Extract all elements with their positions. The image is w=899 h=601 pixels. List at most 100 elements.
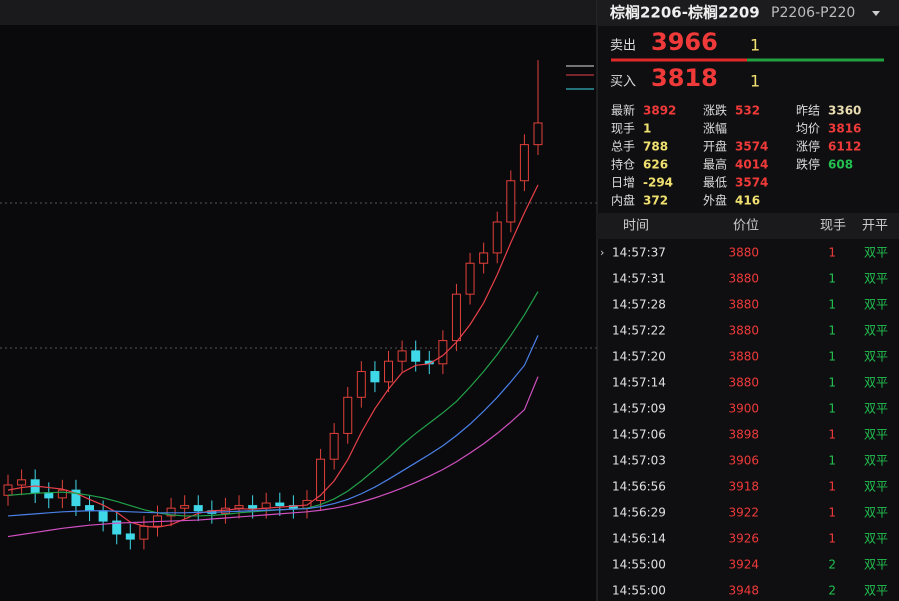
candle-body bbox=[234, 505, 244, 509]
contract-code: P2206-P220 bbox=[771, 5, 855, 21]
candle-body bbox=[316, 458, 326, 501]
stat-label: 开盘 bbox=[703, 139, 727, 154]
column-header: 开平 bbox=[862, 219, 888, 234]
trade-type: 双平 bbox=[864, 324, 888, 338]
candle-body bbox=[3, 484, 13, 496]
ma-line bbox=[7, 335, 539, 517]
trade-type: 双平 bbox=[864, 402, 888, 416]
trade-time: 14:56:14 bbox=[612, 532, 666, 546]
stat-value: -294 bbox=[643, 176, 673, 190]
bid-label: 买入 bbox=[610, 75, 636, 90]
trade-time: 14:57:06 bbox=[612, 428, 666, 442]
trade-type: 双平 bbox=[864, 350, 888, 364]
trade-volume: 1 bbox=[828, 350, 836, 364]
candle-chart bbox=[3, 60, 543, 550]
trade-type: 双平 bbox=[864, 480, 888, 494]
trade-type: 双平 bbox=[864, 584, 888, 598]
candle-body bbox=[17, 479, 27, 486]
trade-volume: 1 bbox=[828, 324, 836, 338]
stat-value: 608 bbox=[828, 158, 853, 172]
trade-price: 3906 bbox=[728, 454, 759, 468]
candle-body bbox=[44, 492, 54, 499]
column-header: 时间 bbox=[623, 219, 649, 234]
trade-volume: 2 bbox=[828, 558, 836, 572]
candle-body bbox=[85, 505, 95, 512]
candle-body bbox=[71, 489, 81, 507]
ask-label: 卖出 bbox=[610, 39, 636, 54]
trade-price: 3918 bbox=[728, 480, 759, 494]
trade-price: 3880 bbox=[728, 246, 759, 260]
candle-body bbox=[479, 252, 489, 264]
trade-price: 3880 bbox=[728, 298, 759, 312]
candle-body bbox=[57, 489, 67, 499]
trade-time: 14:57:20 bbox=[612, 350, 666, 364]
trade-time: 14:57:03 bbox=[612, 454, 666, 468]
candle-body bbox=[112, 520, 122, 535]
stat-label: 均价 bbox=[796, 122, 820, 136]
trade-volume: 1 bbox=[828, 428, 836, 442]
trade-time: 14:57:31 bbox=[612, 272, 666, 286]
stat-value: 372 bbox=[643, 194, 668, 208]
trade-time: 14:57:14 bbox=[612, 376, 666, 390]
candle-body bbox=[519, 144, 529, 182]
stat-value: 788 bbox=[643, 140, 668, 154]
trade-volume: 1 bbox=[828, 506, 836, 520]
trade-volume: 1 bbox=[828, 376, 836, 390]
panel-header[interactable] bbox=[597, 0, 899, 26]
ask-volume: 1 bbox=[750, 36, 760, 55]
stats: 最新 3892 涨跌 532 昨结 3360 现手 1 涨幅 均价 3816 总手 788 开盘 3574 涨… bbox=[611, 103, 861, 208]
stat-value: 3574 bbox=[735, 140, 768, 154]
trade-type: 双平 bbox=[864, 376, 888, 390]
stat-value: 3816 bbox=[828, 122, 861, 136]
candle-body bbox=[384, 360, 394, 383]
stat-value: 3574 bbox=[735, 176, 768, 190]
candle-body bbox=[465, 262, 475, 295]
stat-label: 现手 bbox=[611, 122, 635, 136]
trade-price: 3880 bbox=[728, 324, 759, 338]
stat-value: 532 bbox=[735, 104, 760, 118]
stat-label: 最高 bbox=[703, 157, 727, 172]
stat-value: 3360 bbox=[828, 104, 861, 118]
trade-volume: 1 bbox=[828, 272, 836, 286]
column-header: 价位 bbox=[733, 219, 759, 234]
stat-label: 内盘 bbox=[611, 193, 635, 208]
trade-type: 双平 bbox=[864, 246, 888, 260]
candle-body bbox=[506, 180, 516, 223]
stat-label: 昨结 bbox=[796, 104, 820, 118]
stat-label: 最低 bbox=[703, 176, 727, 190]
trade-time: 14:55:00 bbox=[612, 584, 666, 598]
trade-time: 14:55:00 bbox=[612, 558, 666, 572]
trade-price: 3900 bbox=[728, 402, 759, 416]
trade-time: 14:57:09 bbox=[612, 402, 666, 416]
trades-list: 时间 价位 现手 开平 14:57:37 3880 1 双平 14:57:31 3880 1 双平 14… bbox=[612, 219, 888, 598]
candle-body bbox=[248, 505, 258, 509]
bid-price: 3818 bbox=[651, 64, 718, 92]
trade-type: 双平 bbox=[864, 558, 888, 572]
candle-body bbox=[370, 371, 380, 383]
stat-value: 416 bbox=[735, 194, 760, 208]
ma-line bbox=[7, 184, 539, 528]
trade-volume: 1 bbox=[828, 480, 836, 494]
stat-value: 1 bbox=[643, 122, 651, 136]
candle-body bbox=[451, 293, 461, 342]
stat-label: 持仓 bbox=[611, 157, 635, 172]
trade-volume: 1 bbox=[828, 246, 836, 260]
candle-body bbox=[356, 371, 366, 398]
trade-time: 14:56:56 bbox=[612, 480, 666, 494]
trade-time: 14:57:37 bbox=[612, 246, 666, 260]
trade-volume: 1 bbox=[828, 454, 836, 468]
trade-type: 双平 bbox=[864, 454, 888, 468]
dropdown-arrow[interactable] bbox=[872, 11, 880, 16]
trade-type: 双平 bbox=[864, 272, 888, 286]
candle-body bbox=[397, 350, 407, 362]
trade-type: 双平 bbox=[864, 532, 888, 546]
stat-label: 涨跌 bbox=[703, 103, 727, 118]
candle-body bbox=[411, 350, 421, 362]
trade-type: 双平 bbox=[864, 506, 888, 520]
stat-label: 外盘 bbox=[703, 193, 727, 208]
candle-body bbox=[180, 505, 190, 509]
trade-time: 14:56:29 bbox=[612, 506, 666, 520]
trade-time: 14:57:22 bbox=[612, 324, 666, 338]
stat-label: 涨幅 bbox=[703, 121, 727, 136]
candle-body bbox=[193, 505, 203, 512]
